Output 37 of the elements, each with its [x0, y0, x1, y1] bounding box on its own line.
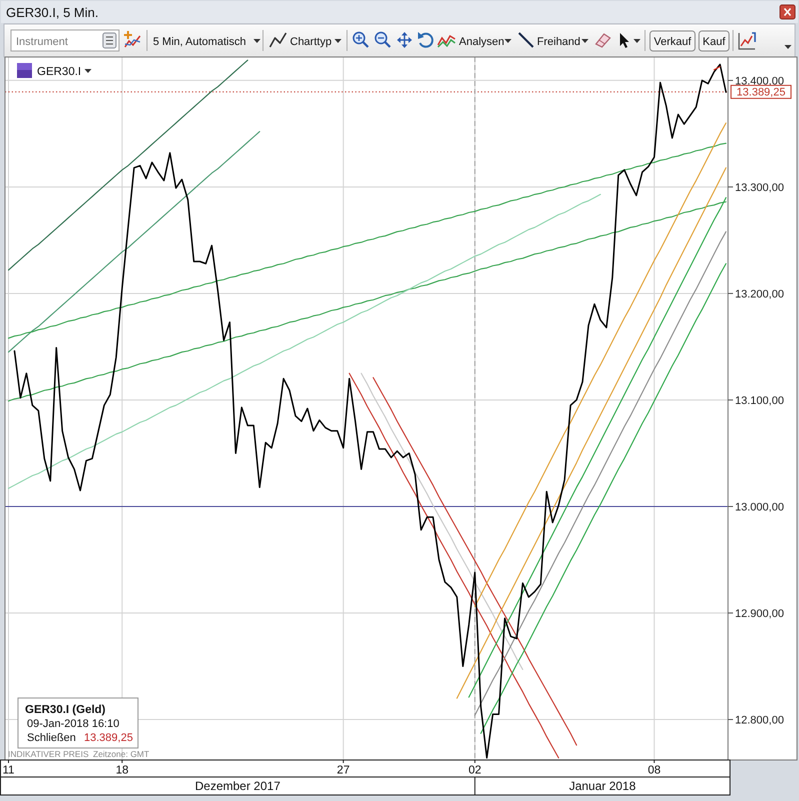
text: Charttyp: [290, 36, 332, 48]
text: Januar 2018: [569, 779, 636, 793]
ref-line-label: 13.389,25: [736, 86, 786, 99]
line-series: [348, 372, 560, 758]
annotation: GER30.I (Geld): [25, 704, 106, 716]
text: Analysen: [459, 36, 504, 48]
y-tick-label: 13.400,00: [735, 75, 784, 88]
annotation: INDIKATIVER PREIS: [8, 749, 89, 759]
y-tick-label: 13.100,00: [735, 394, 784, 407]
y-tick-label: 12.900,00: [735, 608, 784, 620]
x-tick-label: 02: [468, 764, 482, 776]
line-series: [8, 60, 248, 271]
chart-title: GER30.I, 5 Min.: [6, 5, 98, 20]
line-series: [8, 142, 727, 339]
text: Freihand: [537, 36, 580, 48]
x-tick-label: 11: [2, 764, 14, 776]
y-tick-label: 13.000,00: [735, 501, 784, 514]
annotation: Schließen: [27, 732, 76, 744]
line-series: [8, 194, 601, 489]
text: Dezember 2017: [194, 779, 281, 793]
line-series: [8, 131, 260, 353]
text: 5 Min, Automatisch: [153, 36, 246, 48]
y-tick-label: 12.800,00: [735, 714, 784, 726]
y-tick-label: 13.300,00: [735, 182, 784, 194]
text: Instrument: [16, 36, 68, 48]
line-series: [372, 377, 578, 746]
y-tick-label: 13.200,00: [735, 288, 784, 300]
text: Verkauf: [654, 36, 692, 48]
x-tick-label: 18: [116, 764, 129, 776]
annotation: Zeitzone: GMT: [93, 749, 150, 759]
annotation: 09-Jan-2018 16:10: [27, 718, 120, 730]
annotation: GER30.I: [37, 66, 82, 78]
text: Kauf: [702, 36, 726, 48]
x-tick-label: 08: [648, 764, 661, 776]
line-series: [474, 122, 727, 608]
annotation: 13.389,25: [84, 732, 133, 744]
x-tick-label: 27: [336, 764, 350, 776]
